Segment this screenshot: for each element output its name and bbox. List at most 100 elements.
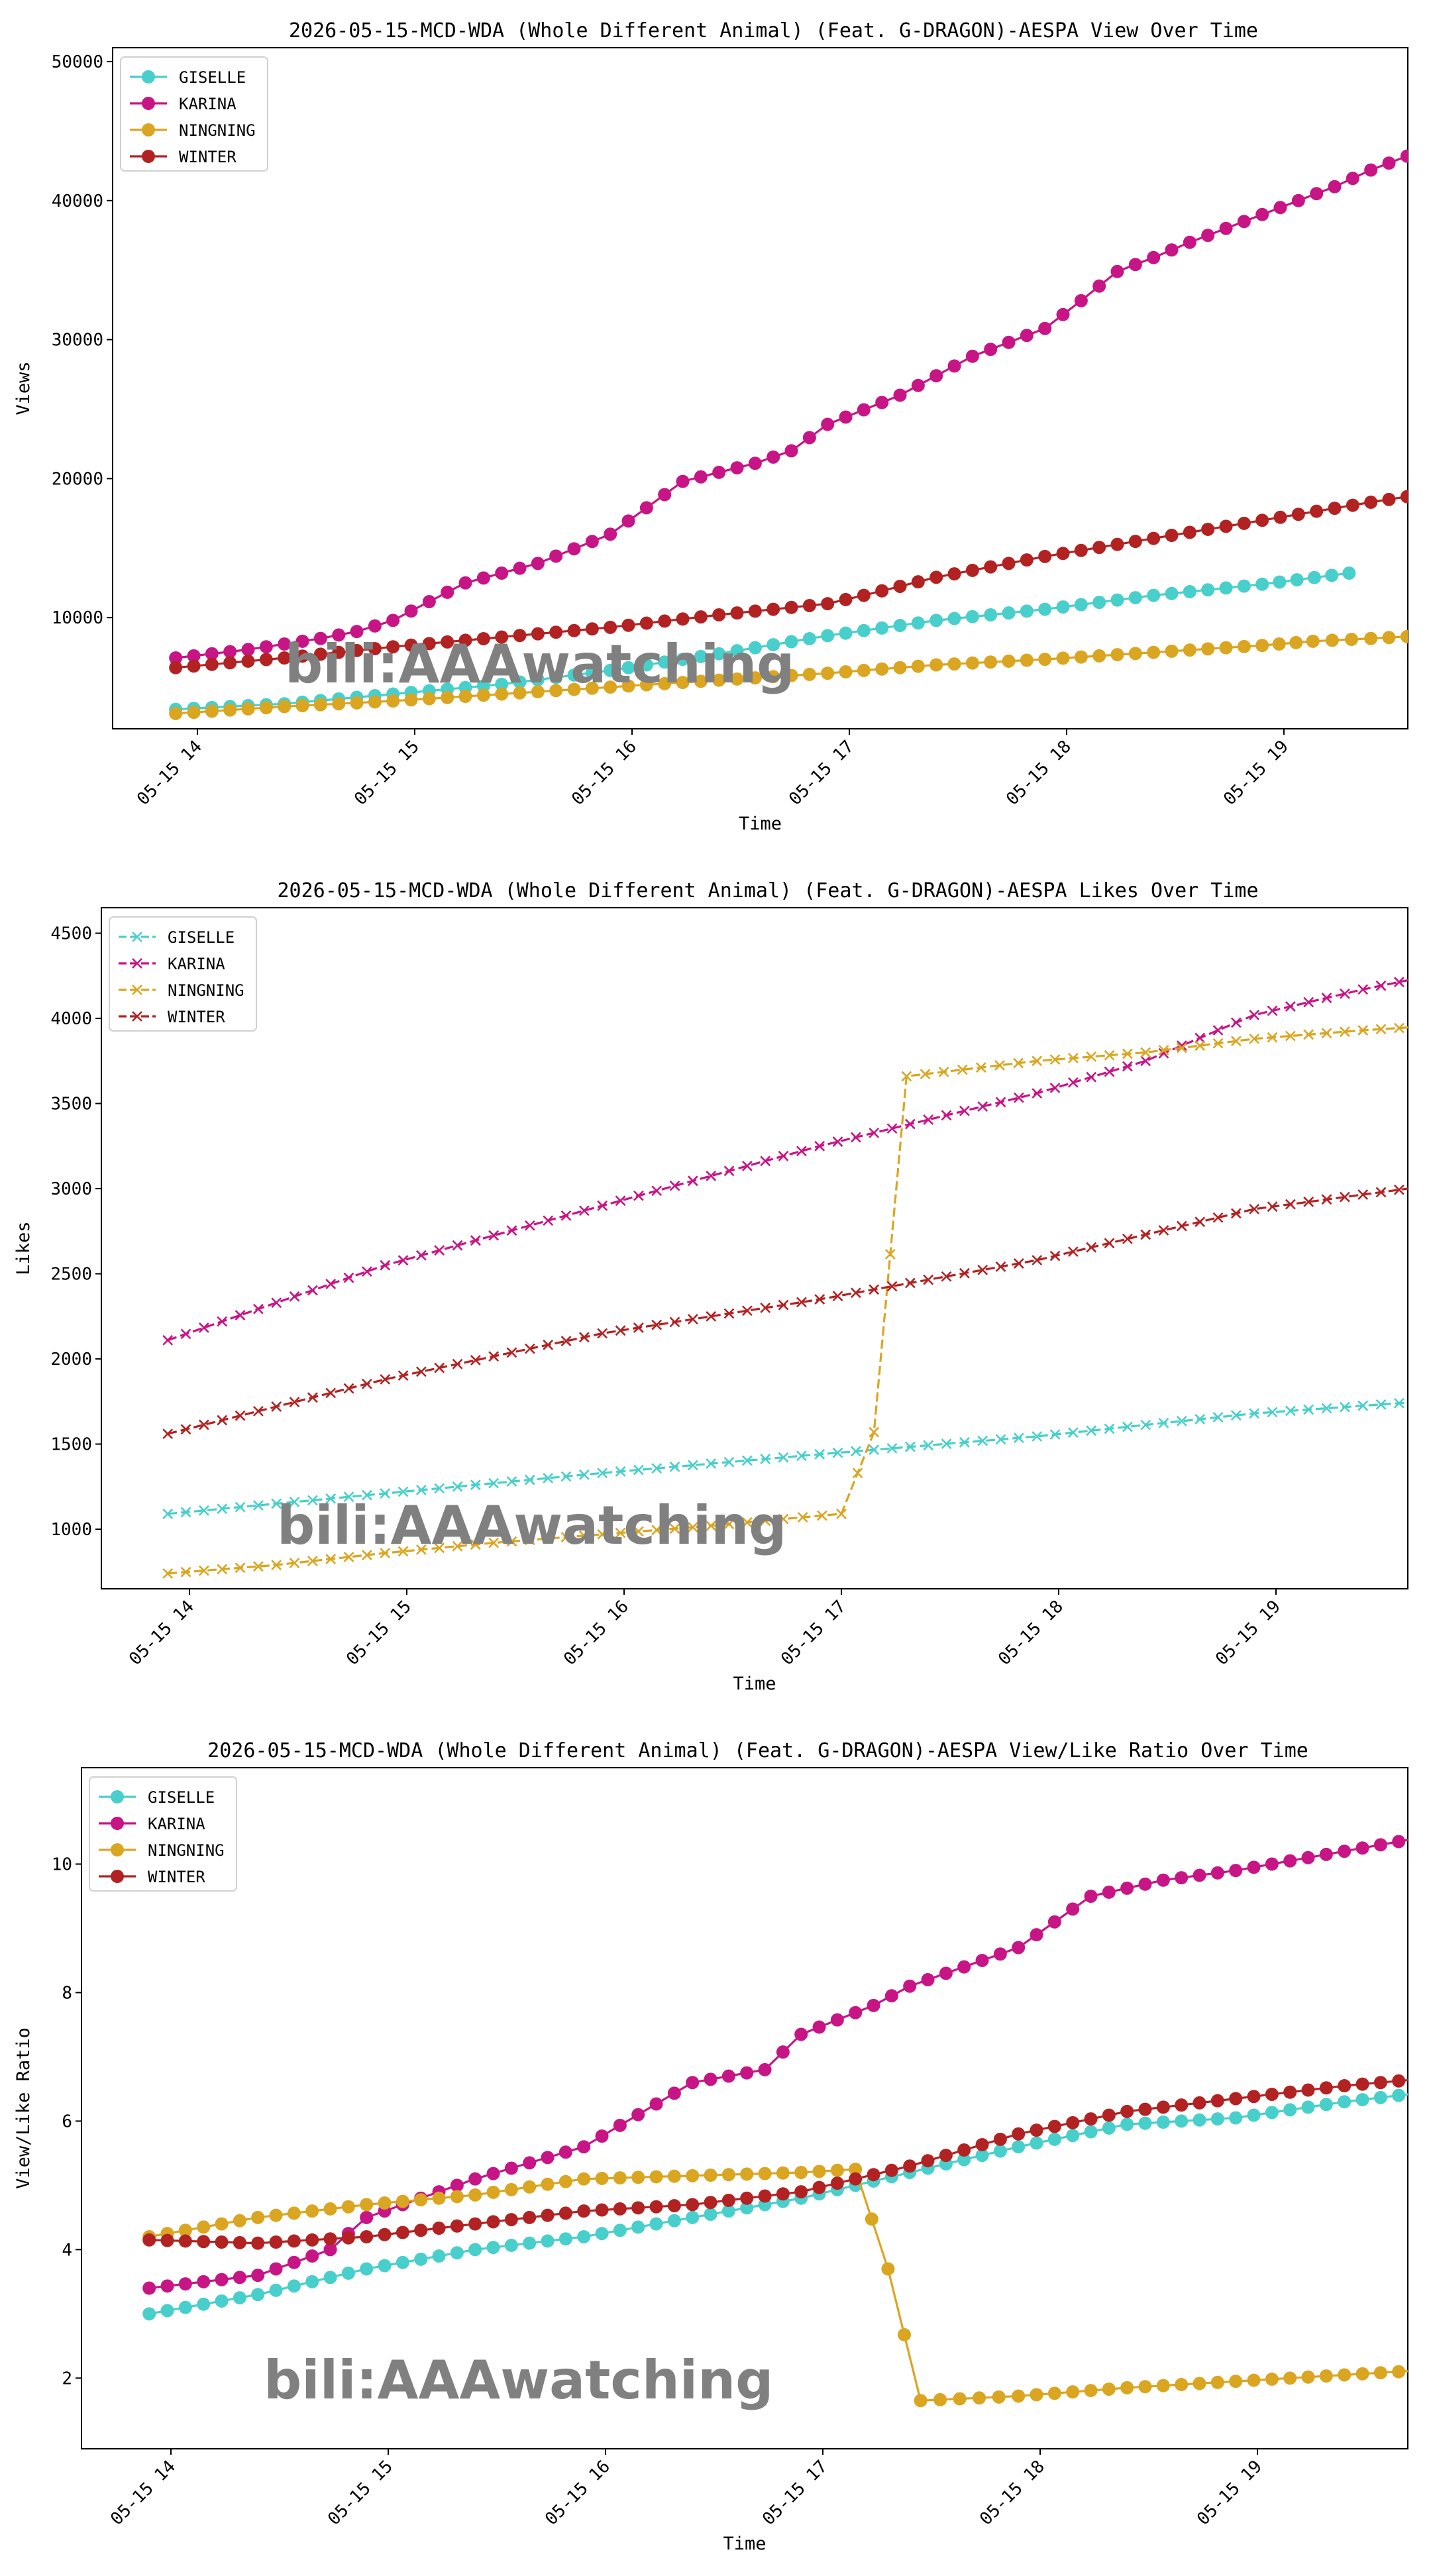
data-point	[849, 2006, 863, 2019]
data-point	[476, 631, 490, 645]
data-point	[488, 1537, 500, 1548]
data-point	[1364, 631, 1378, 645]
data-point	[1355, 2077, 1369, 2091]
data-point	[567, 682, 581, 696]
data-point	[252, 1561, 264, 1572]
data-point	[1147, 250, 1161, 264]
data-point	[495, 687, 509, 701]
data-point	[1303, 1404, 1314, 1415]
data-point	[947, 657, 961, 671]
data-point	[1219, 519, 1233, 533]
data-point	[886, 1443, 898, 1454]
data-point	[549, 625, 563, 639]
data-point	[869, 1284, 880, 1295]
data-point	[721, 2168, 735, 2182]
data-point	[901, 1071, 912, 1082]
data-point	[1012, 1941, 1026, 1955]
data-point	[307, 1285, 318, 1296]
legend-label: KARINA	[168, 955, 225, 973]
data-point	[470, 1235, 481, 1246]
legend-box	[109, 916, 257, 1032]
data-point	[269, 2283, 283, 2297]
data-point	[832, 1136, 843, 1148]
data-point	[1267, 1032, 1278, 1043]
data-point	[476, 571, 490, 585]
data-point	[269, 2208, 283, 2222]
data-point	[380, 1548, 391, 1558]
data-point	[1346, 172, 1359, 186]
data-point	[802, 631, 816, 645]
data-point	[1249, 1009, 1260, 1020]
data-point	[1410, 2086, 1424, 2100]
data-point	[595, 2227, 609, 2241]
data-point	[651, 1525, 662, 1536]
data-point	[162, 1334, 174, 1346]
data-point	[558, 2174, 572, 2188]
data-point	[1219, 641, 1233, 655]
data-point	[723, 1456, 735, 1468]
data-point	[1038, 549, 1052, 563]
data-point	[1249, 1033, 1260, 1044]
data-point	[1047, 2387, 1061, 2400]
data-point	[233, 2214, 246, 2227]
data-point	[1373, 2076, 1387, 2090]
data-point	[578, 1530, 590, 1541]
data-point	[543, 1215, 554, 1226]
data-point	[350, 696, 364, 710]
data-point	[993, 2144, 1007, 2158]
data-point	[398, 1255, 409, 1266]
data-point	[378, 2227, 392, 2241]
data-point	[1339, 988, 1350, 999]
watermark: bili:AAAwatching	[264, 2349, 773, 2411]
data-point	[953, 2392, 967, 2406]
data-point	[649, 2200, 663, 2214]
data-point	[1283, 2085, 1297, 2099]
data-point	[957, 1064, 968, 1075]
data-point	[252, 1405, 264, 1417]
data-point	[468, 2243, 482, 2257]
data-point	[776, 2166, 790, 2180]
legend: GISELLE KARINA NINGNING WINTER	[89, 1776, 237, 1892]
data-point	[241, 654, 255, 668]
data-point	[615, 1466, 626, 1477]
data-point	[396, 2226, 409, 2239]
series-winter	[142, 2071, 1431, 2250]
series-line	[167, 979, 1408, 1342]
data-point	[577, 2204, 591, 2218]
y-tick-label: 10	[52, 1854, 72, 1874]
data-point	[1032, 1431, 1043, 1442]
series-ningning	[169, 629, 1408, 720]
data-point	[984, 560, 998, 574]
data-point	[215, 2273, 229, 2286]
data-point	[1104, 1049, 1115, 1061]
data-point	[1066, 2129, 1080, 2143]
data-point	[1428, 1829, 1431, 1842]
data-point	[802, 598, 816, 612]
data-point	[1412, 1022, 1422, 1032]
data-point	[706, 1170, 717, 1181]
data-point	[1428, 2071, 1431, 2084]
data-point	[422, 692, 436, 706]
data-point	[1355, 2093, 1369, 2107]
data-point	[486, 2167, 500, 2180]
data-point	[1382, 492, 1396, 506]
data-point	[784, 600, 798, 614]
data-point	[939, 1966, 953, 1980]
series-line	[176, 154, 1408, 659]
data-point	[523, 2236, 537, 2250]
data-point	[1230, 1208, 1242, 1219]
data-point	[615, 1195, 626, 1207]
data-point	[380, 1373, 391, 1385]
data-point	[651, 1319, 662, 1330]
data-point	[977, 1101, 988, 1112]
data-point	[1273, 575, 1287, 589]
data-point	[839, 665, 853, 678]
y-tick-label: 2000	[50, 1350, 92, 1369]
data-point	[1086, 1051, 1097, 1062]
data-point	[694, 470, 708, 484]
data-point	[904, 1118, 916, 1130]
data-point	[578, 1205, 590, 1216]
data-point	[162, 1428, 174, 1440]
data-point	[1192, 2113, 1206, 2127]
